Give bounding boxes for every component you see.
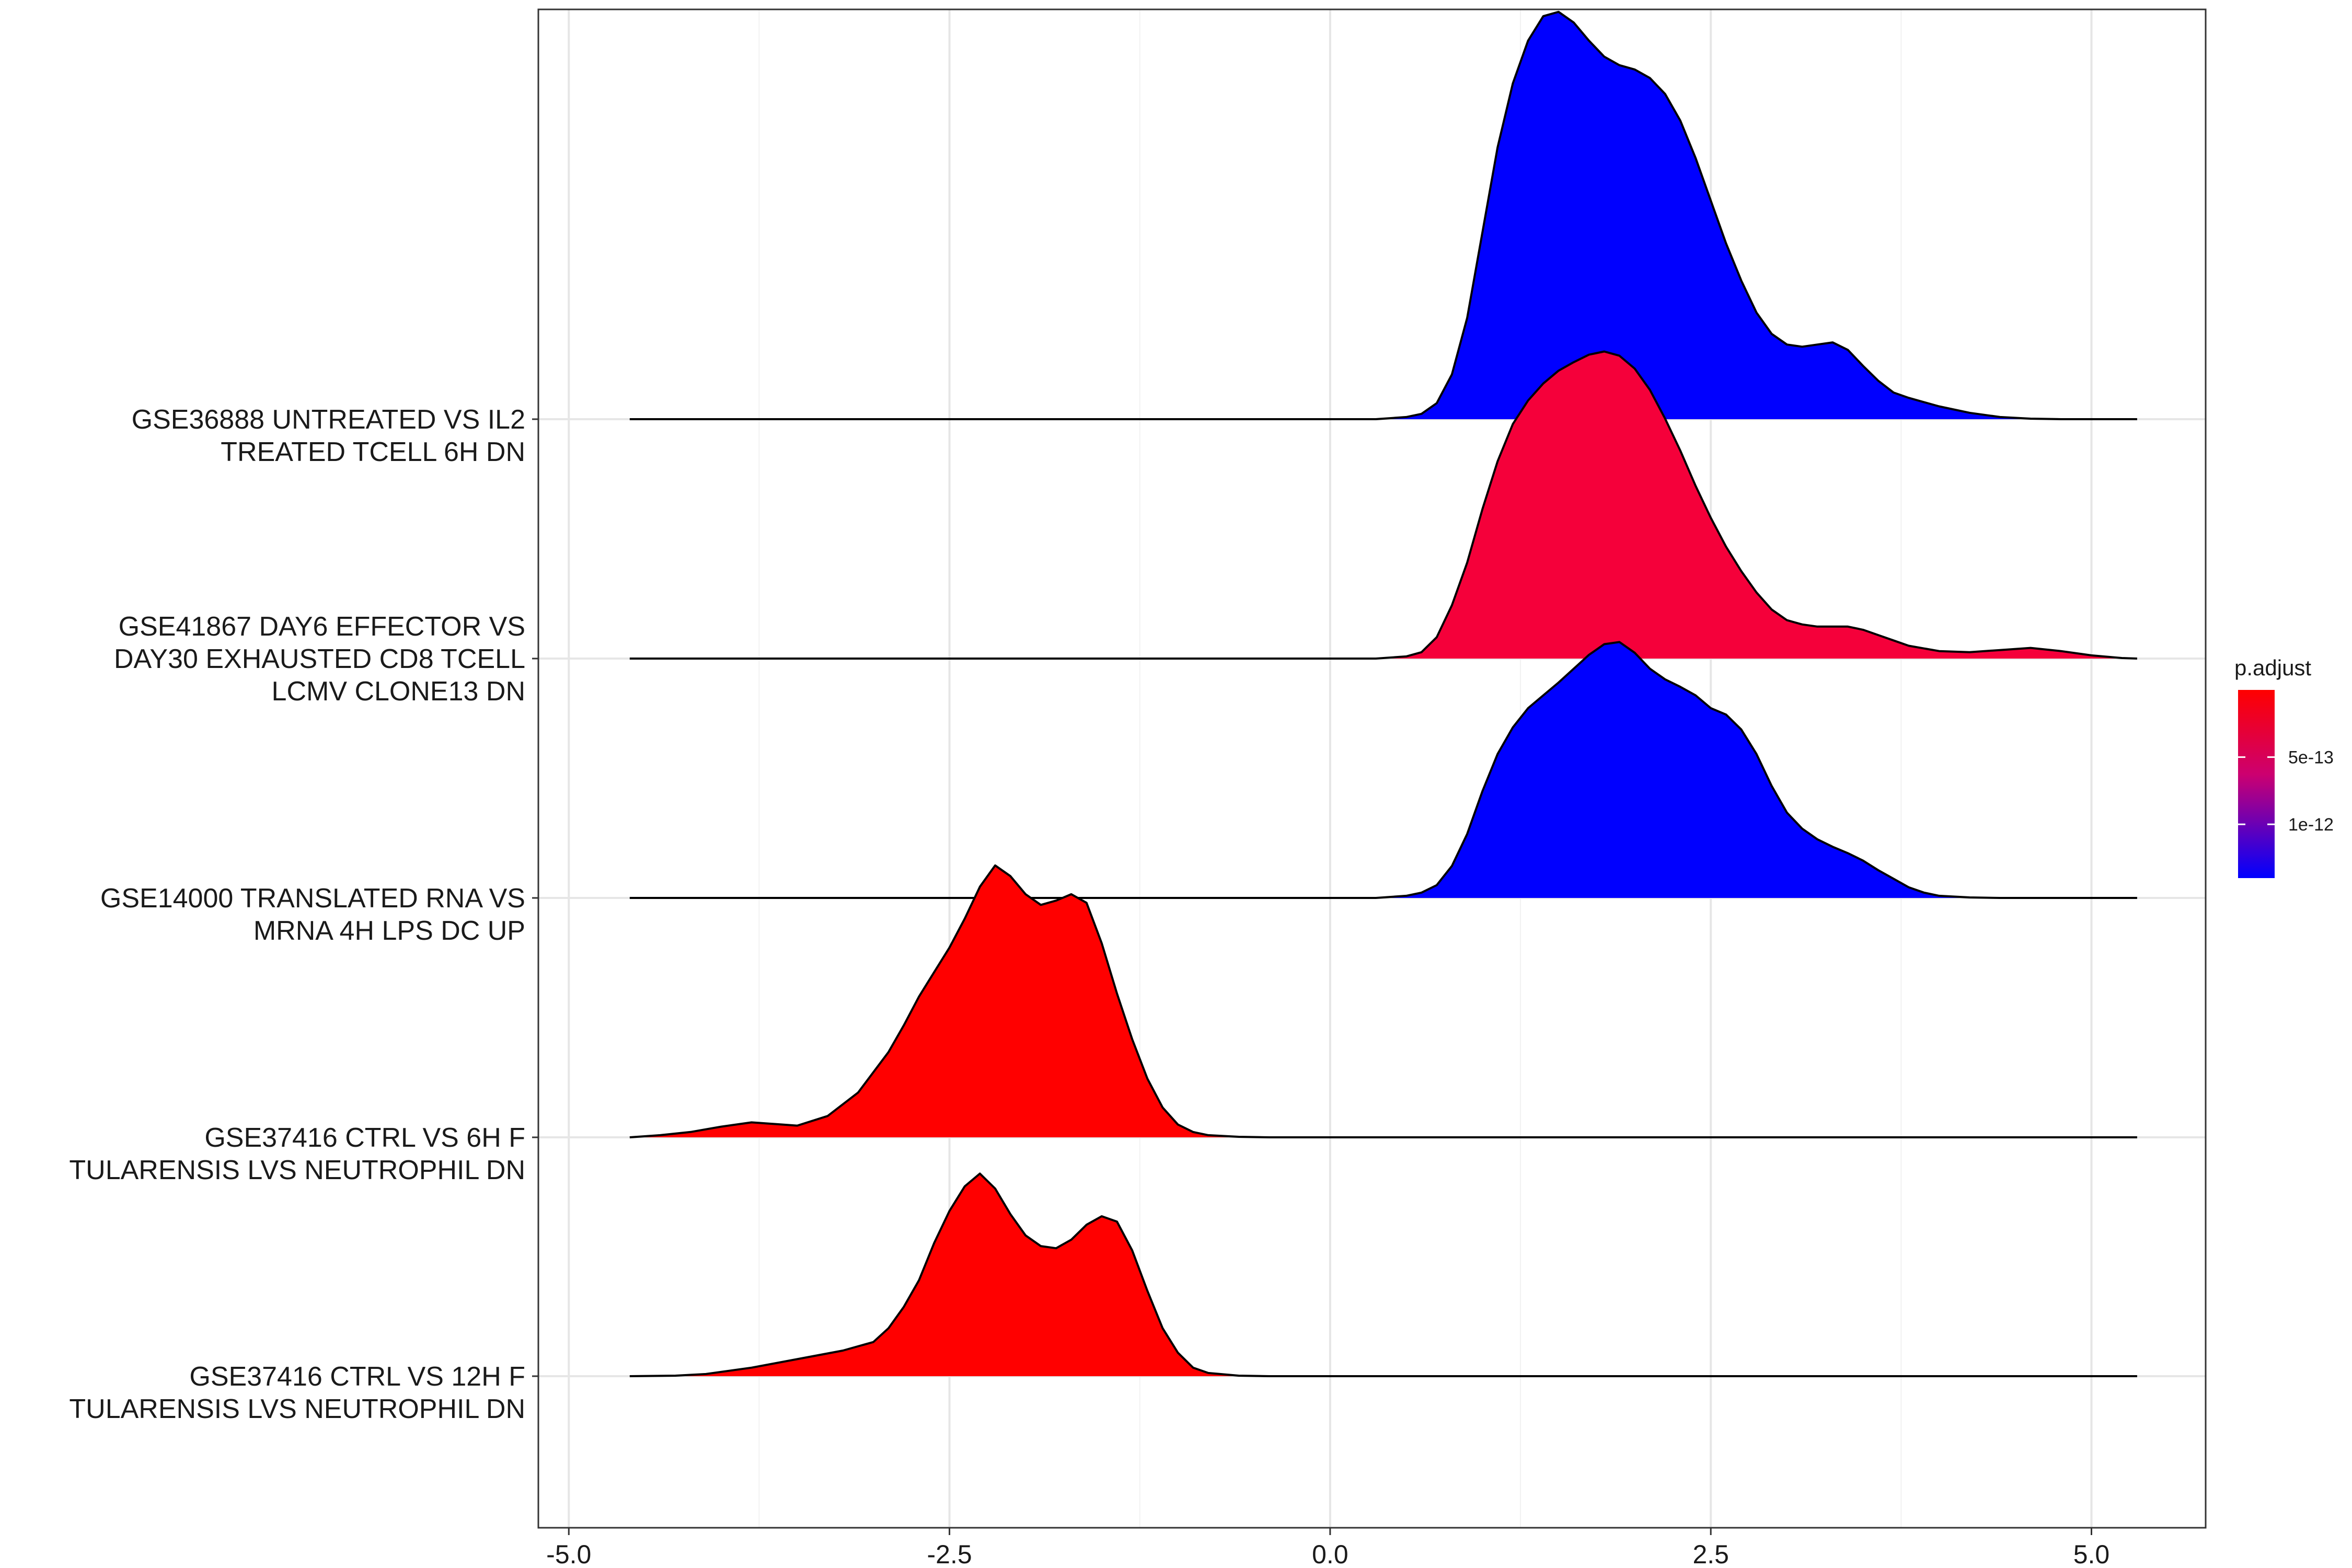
x-axis: -5.0 -2.5 0.0 2.5 5.0 [546, 1528, 2109, 1568]
y-axis-labels: GSE37416 CTRL VS 12H F TULARENSIS LVS NEU… [69, 405, 538, 1424]
legend-title: p.adjust [2234, 655, 2311, 680]
y-category-label-line: TULARENSIS LVS NEUTROPHIL DN [69, 1155, 525, 1185]
y-category-label-line: TREATED TCELL 6H DN [221, 437, 525, 467]
ridges [629, 10, 2137, 1377]
ridge-outline-3 [629, 641, 2137, 899]
x-tick-label: 5.0 [2073, 1540, 2110, 1568]
ridge-outline-1 [629, 1172, 2137, 1377]
y-category-label-line: GSE37416 CTRL VS 6H F [204, 1123, 525, 1153]
ridge-fill-2 [629, 865, 2137, 1137]
ridge-outline-5 [629, 10, 2137, 420]
y-category-label: GSE14000 TRANSLATED RNA VS MRNA 4H LPS DC… [100, 883, 525, 946]
y-category-label-line: GSE14000 TRANSLATED RNA VS [100, 883, 525, 914]
ridge-fill-1 [629, 1173, 2137, 1376]
y-category-label-line: TULARENSIS LVS NEUTROPHIL DN [69, 1394, 525, 1424]
y-category-label-line: LCMV CLONE13 DN [272, 676, 525, 707]
y-category-label: GSE37416 CTRL VS 6H F TULARENSIS LVS NEUT… [69, 1123, 525, 1185]
x-tick-label: -2.5 [927, 1540, 972, 1568]
legend-tick-label: 5e-13 [2288, 748, 2334, 768]
y-category-label: GSE36888 UNTREATED VS IL2 TREATED TCELL 6… [132, 405, 525, 467]
y-category-label: GSE41867 DAY6 EFFECTOR VS DAY30 EXHAUSTED… [114, 612, 525, 707]
legend-ticks: 5e-13 1e-12 [2238, 748, 2334, 835]
y-category-label-line: GSE41867 DAY6 EFFECTOR VS [119, 612, 525, 642]
color-legend: p.adjust 5e-13 1e-12 [2234, 655, 2334, 878]
y-category-label-line: GSE36888 UNTREATED VS IL2 [132, 405, 525, 435]
panel-background [538, 9, 2206, 1528]
y-category-label-line: DAY30 EXHAUSTED CD8 TCELL [114, 644, 525, 674]
ridge-fill-3 [629, 642, 2137, 898]
ridge-outline-4 [629, 350, 2137, 660]
x-tick-label: 0.0 [1312, 1540, 1348, 1568]
legend-colorbar [2238, 690, 2275, 878]
y-category-label-line: GSE37416 CTRL VS 12H F [189, 1362, 525, 1392]
x-tick-label: 2.5 [1692, 1540, 1729, 1568]
x-tick-label: -5.0 [546, 1540, 591, 1568]
panel-border [537, 8, 2207, 1529]
y-category-label: GSE37416 CTRL VS 12H F TULARENSIS LVS NEU… [69, 1362, 525, 1424]
legend-tick-label: 1e-12 [2288, 815, 2334, 835]
ridge-outline-2 [629, 864, 2137, 1138]
y-category-label-line: MRNA 4H LPS DC UP [253, 916, 525, 946]
